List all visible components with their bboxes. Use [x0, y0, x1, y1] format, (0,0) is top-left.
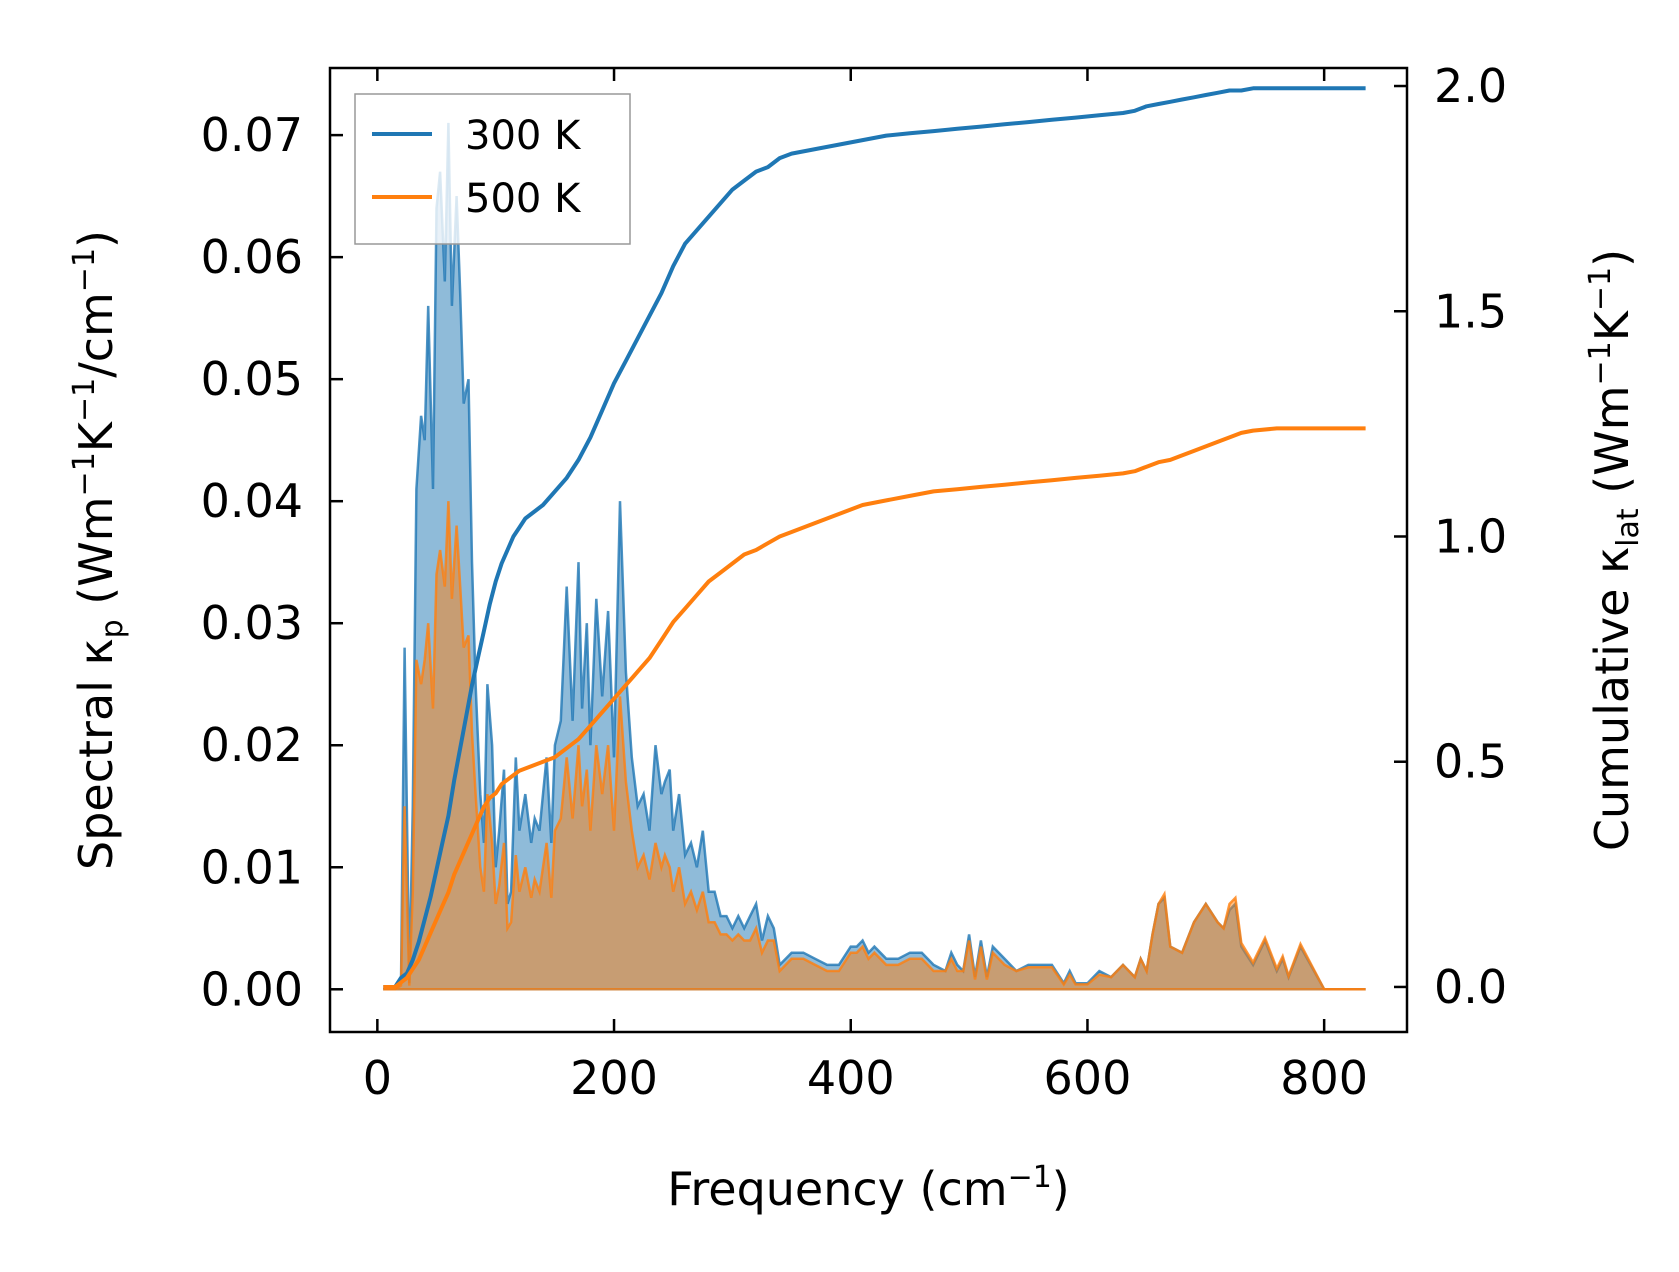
y-left-tick-label: 0.07 [201, 108, 303, 162]
axes: 0 200 400 600 800 0.00 0.01 0.02 0.03 0.04 0.05 0.0… [201, 59, 1508, 1105]
x-tick-label: 600 [1044, 1051, 1132, 1105]
y-left-tick-label: 0.04 [201, 474, 303, 528]
cumulative-line-1 [383, 426, 1366, 989]
legend-label-500k: 500 K [465, 176, 582, 222]
y-left-tick-label: 0.01 [201, 840, 303, 894]
spectral-line-1 [383, 501, 1366, 991]
x-tick-label: 0 [363, 1051, 392, 1105]
y-left-tick-label: 0.06 [201, 230, 303, 284]
y-right-tick-label: 1.5 [1434, 284, 1507, 338]
legend-label-300k: 300 K [465, 113, 582, 159]
y-left-tick-label: 0.05 [201, 352, 303, 406]
x-tick-label: 800 [1280, 1051, 1368, 1105]
legend: 300 K 500 K [354, 93, 631, 245]
y-right-tick-label: 1.0 [1434, 509, 1507, 563]
y-left-axis-label: Spectral κp (Wm−1K−1/cm−1) [67, 230, 130, 870]
y-right-tick-label: 0.5 [1434, 735, 1507, 789]
spectral-fill-0 [383, 122, 1366, 990]
y-left-tick-label: 0.03 [201, 596, 303, 650]
x-tick-label: 200 [570, 1051, 658, 1105]
axes-frame [328, 66, 1409, 1034]
x-axis-label: Frequency (cm−1) [667, 1160, 1070, 1216]
y-right-tick-label: 2.0 [1434, 59, 1507, 113]
spectral-fill-1 [383, 501, 1366, 990]
y-left-tick-label: 0.02 [201, 718, 303, 772]
axis-labels: Frequency (cm−1) Spectral κp (Wm−1K−1/cm… [67, 230, 1646, 1216]
x-tick-label: 400 [807, 1051, 895, 1105]
y-right-tick-label: 0.0 [1434, 960, 1507, 1014]
cumulative-line-0 [383, 86, 1366, 989]
plot-area [383, 86, 1366, 991]
y-left-tick-label: 0.00 [201, 962, 303, 1016]
y-right-axis-label: Cumulative κlat (Wm−1K−1) [1583, 249, 1646, 851]
legend-frame [354, 93, 631, 245]
